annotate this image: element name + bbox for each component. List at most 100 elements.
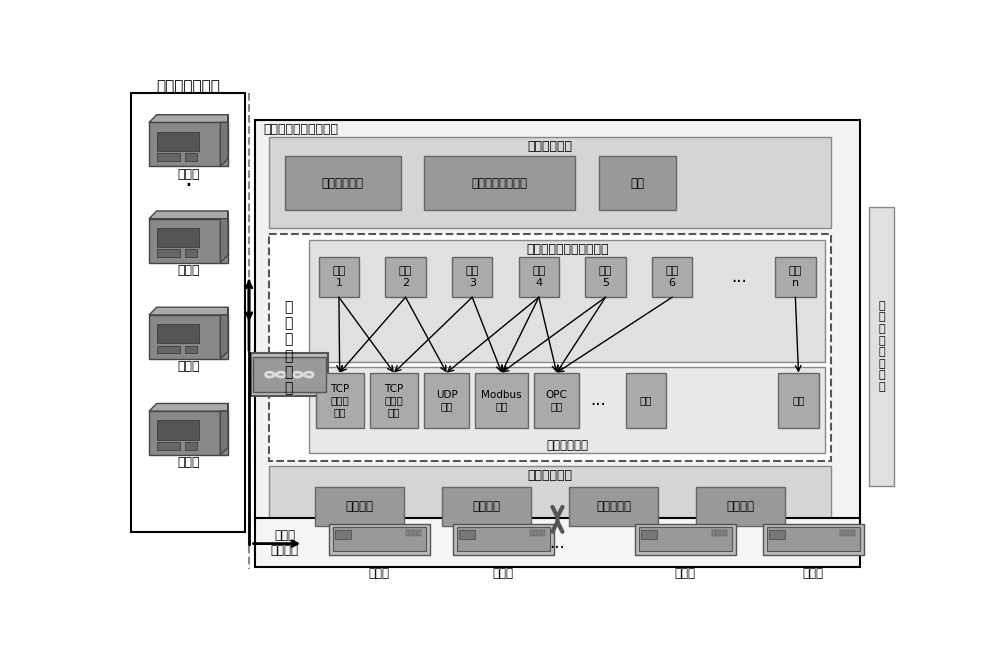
Text: 设备
2: 设备 2 [399,266,412,288]
Bar [316,373,364,428]
Bar [285,156,401,210]
Bar [149,122,228,167]
Bar [157,153,180,161]
Polygon shape [149,115,228,122]
Bar [538,530,541,536]
Bar [149,315,228,359]
Bar [769,530,785,539]
Bar [410,530,413,536]
Bar [149,411,228,455]
Bar [157,132,199,151]
Text: 分
布
式
消
息
中
间
件: 分 布 式 消 息 中 间 件 [878,301,885,392]
Bar [840,530,843,536]
Text: 任务调度: 任务调度 [473,500,501,513]
Bar [424,156,575,210]
Polygon shape [149,307,228,315]
Bar [778,373,819,428]
Text: 扩展功能模块: 扩展功能模块 [528,140,573,153]
Text: 上位机通信环境: 上位机通信环境 [156,80,220,95]
Text: 真实流量数据回放: 真实流量数据回放 [472,177,528,190]
Bar [459,530,475,539]
Polygon shape [220,115,228,167]
Bar [844,530,847,536]
Bar [652,257,692,297]
Bar [542,530,545,536]
Bar [319,257,359,297]
Bar [251,353,328,396]
Bar [157,249,180,257]
Bar [157,421,199,439]
Text: 分布式
计算环境: 分布式 计算环境 [271,529,299,557]
Bar [641,530,657,539]
Text: 数据发生器: 数据发生器 [596,500,631,513]
Text: 设备
5: 设备 5 [599,266,612,288]
Text: 设备
4: 设备 4 [532,266,545,288]
Text: 串口: 串口 [792,395,805,406]
Text: 逻辑控制: 逻辑控制 [727,500,755,513]
Bar [329,524,430,555]
Bar [453,524,554,555]
Bar [131,93,245,532]
Bar [185,249,197,257]
Bar [696,487,785,526]
Bar [869,207,894,486]
Bar [157,346,180,353]
Text: 服务器: 服务器 [675,568,696,581]
Bar [253,357,326,392]
Polygon shape [220,307,228,359]
Text: 上位机: 上位机 [177,360,199,373]
Text: 通信模拟服务: 通信模拟服务 [546,439,588,452]
Text: 设备
n: 设备 n [789,266,802,288]
Text: 设备
1: 设备 1 [332,266,346,288]
Bar [255,518,860,568]
Bar [635,524,736,555]
Bar [767,527,860,551]
Text: 服务器: 服务器 [493,568,514,581]
Bar [424,373,469,428]
Bar [335,530,351,539]
Bar [848,530,851,536]
Text: 上位机: 上位机 [177,264,199,277]
Text: ...: ... [731,268,747,286]
Text: TCP
服务端
模拟: TCP 服务端 模拟 [330,384,349,417]
Polygon shape [149,404,228,411]
Text: UDP
模拟: UDP 模拟 [436,389,458,411]
Bar [406,530,409,536]
Text: 系统配置: 系统配置 [345,500,373,513]
Bar [475,373,528,428]
Bar [519,257,559,297]
Bar [775,257,816,297]
Bar [712,530,716,536]
Polygon shape [220,211,228,262]
Text: ...: ... [550,534,565,552]
Polygon shape [149,211,228,218]
Bar [157,324,199,343]
Text: 通用网络通信模拟软件: 通用网络通信模拟软件 [263,123,338,136]
Text: 服务器: 服务器 [369,568,390,581]
Bar [157,228,199,247]
Bar [185,153,197,161]
Bar [457,527,550,551]
Bar [534,530,537,536]
Polygon shape [220,404,228,455]
Bar [385,257,426,297]
Text: 设备
3: 设备 3 [466,266,479,288]
Bar [639,527,732,551]
Bar [185,442,197,450]
Bar [315,487,404,526]
Bar [724,530,727,536]
Bar [185,346,197,353]
Bar [418,530,421,536]
Bar [414,530,417,536]
Text: 服务器: 服务器 [803,568,824,581]
Text: TCP
客户端
模拟: TCP 客户端 模拟 [384,384,404,417]
Text: 串口: 串口 [640,395,652,406]
Bar [149,218,228,262]
Bar [720,530,723,536]
Text: 囡囡: 囡囡 [630,177,644,190]
Bar [269,137,831,228]
Text: 上位机: 上位机 [177,456,199,469]
Bar [599,156,676,210]
Text: 下位机设备通信模拟实例: 下位机设备通信模拟实例 [526,243,608,256]
Bar [269,234,831,461]
